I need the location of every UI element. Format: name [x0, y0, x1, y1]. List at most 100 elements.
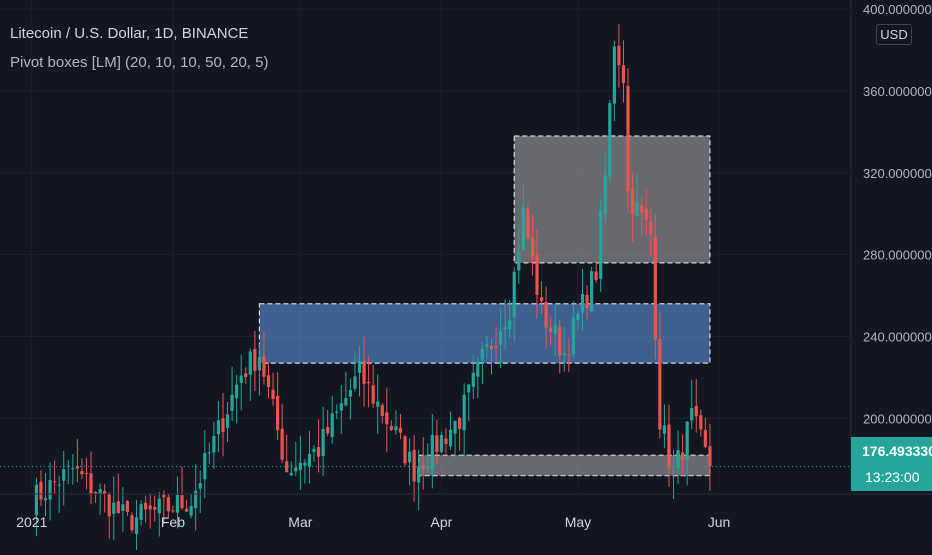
candle: [685, 421, 689, 461]
last-price-value: 176.493330: [862, 443, 932, 459]
candle: [512, 271, 516, 318]
candle: [590, 271, 594, 312]
candle: [189, 506, 193, 516]
candle: [708, 446, 712, 467]
lower-pivot-box: [418, 454, 711, 477]
x-tick-label: Apr: [431, 514, 453, 530]
candle: [198, 483, 202, 489]
candle: [166, 497, 170, 512]
indicator-legend[interactable]: Pivot boxes [LM] (20, 10, 10, 50, 20, 5): [10, 54, 269, 71]
candle: [321, 429, 325, 456]
candle: [644, 208, 648, 220]
candle: [526, 209, 530, 239]
candle: [462, 394, 466, 431]
candle: [394, 426, 398, 431]
candle: [671, 470, 676, 472]
candle: [635, 201, 639, 216]
candle: [371, 385, 375, 404]
candle: [558, 326, 562, 356]
candle: [39, 481, 43, 500]
candle: [353, 376, 357, 389]
candle: [485, 344, 489, 347]
candle: [271, 389, 275, 400]
x-tick-label: May: [565, 514, 591, 530]
candle: [84, 472, 89, 474]
candle: [139, 504, 143, 520]
candle: [294, 467, 298, 472]
candle: [57, 484, 61, 486]
candle: [699, 415, 703, 430]
candle: [303, 462, 307, 466]
candle: [489, 346, 494, 350]
symbol-title[interactable]: Litecoin / U.S. Dollar, 1D, BINANCE: [10, 25, 249, 42]
candle: [421, 464, 425, 470]
y-tick-label: 200.000000: [863, 411, 932, 426]
y-tick-label: 360.000000: [863, 84, 932, 99]
candle: [649, 222, 653, 235]
candle: [98, 489, 102, 495]
candle: [357, 360, 362, 373]
candle: [367, 382, 371, 384]
candle: [407, 451, 412, 463]
candle: [93, 491, 98, 495]
candle: [257, 356, 261, 371]
candle: [453, 420, 457, 434]
x-tick-label: Jun: [708, 514, 731, 530]
candle: [339, 403, 343, 411]
candle: [435, 435, 439, 452]
candle: [503, 327, 507, 330]
candle: [389, 426, 393, 431]
candle: [280, 428, 284, 460]
y-tick-label: 400.000000: [863, 2, 932, 17]
candle: [508, 320, 512, 329]
y-tick-label: 240.000000: [863, 330, 932, 345]
candle: [348, 390, 353, 397]
candle: [289, 472, 293, 476]
candle: [225, 414, 230, 429]
candle: [385, 412, 389, 425]
candle: [594, 271, 598, 280]
candle: [125, 501, 130, 512]
last-price-badge: 176.493330 13:23:00: [851, 437, 932, 491]
candle: [43, 498, 48, 501]
candle: [380, 405, 384, 417]
candle: [316, 446, 321, 457]
candle: [439, 435, 444, 453]
candle: [171, 510, 175, 512]
candle: [517, 252, 521, 271]
candle: [444, 438, 448, 444]
candle: [549, 327, 553, 332]
candle: [703, 429, 707, 447]
candle: [571, 317, 575, 355]
candle: [580, 294, 585, 313]
candle: [494, 346, 498, 348]
candle: [376, 401, 380, 407]
candle: [344, 398, 348, 406]
candle: [162, 494, 166, 498]
candle: [362, 361, 366, 384]
candle: [676, 450, 680, 468]
candle: [403, 436, 407, 464]
bar-countdown: 13:23:00: [865, 469, 920, 485]
y-tick-label: 320.000000: [863, 166, 932, 181]
candle: [335, 411, 339, 413]
candle: [544, 301, 548, 328]
currency-label[interactable]: USD: [876, 24, 912, 45]
candle: [48, 480, 52, 500]
candle: [608, 103, 612, 177]
candle: [690, 408, 694, 421]
candle: [467, 384, 471, 393]
candle: [244, 373, 248, 378]
candle: [412, 449, 416, 482]
candle: [239, 375, 243, 383]
candle: [530, 237, 535, 258]
x-tick-label: Mar: [288, 514, 312, 530]
candle: [681, 452, 685, 461]
candle: [426, 466, 430, 469]
candle: [71, 468, 75, 470]
candle: [253, 348, 257, 371]
candle: [103, 490, 107, 494]
candle: [617, 45, 621, 66]
